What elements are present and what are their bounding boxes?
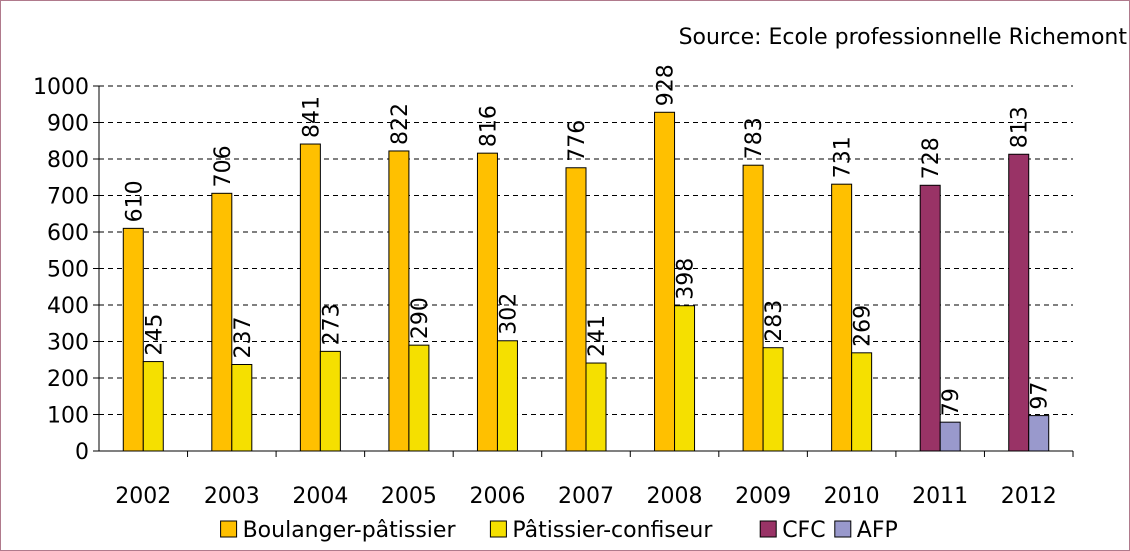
x-tick-label: 2002 bbox=[115, 484, 171, 509]
x-tick-label: 2004 bbox=[292, 484, 348, 509]
bar bbox=[142, 361, 164, 452]
data-label: 610 bbox=[122, 180, 147, 222]
legend-swatch bbox=[834, 520, 852, 538]
x-tick-label: 2010 bbox=[824, 484, 880, 509]
legend-label: Pâtissier-confiseur bbox=[512, 518, 713, 543]
x-tick-label: 2005 bbox=[381, 484, 437, 509]
y-tick-label: 600 bbox=[47, 221, 89, 246]
legend-label: AFP bbox=[857, 518, 898, 543]
bar bbox=[231, 363, 253, 452]
data-label: 79 bbox=[939, 388, 964, 416]
x-tick-label: 2009 bbox=[735, 484, 791, 509]
data-label: 245 bbox=[142, 314, 167, 356]
bar bbox=[496, 340, 518, 452]
source-note: Source: Ecole professionnelle Richemont bbox=[678, 25, 1127, 50]
data-label: 776 bbox=[565, 120, 590, 162]
bar bbox=[762, 347, 784, 452]
bar bbox=[654, 111, 676, 452]
x-tick-label: 2012 bbox=[1001, 484, 1057, 509]
x-tick-label: 2003 bbox=[204, 484, 260, 509]
legend-label: Boulanger-pâtissier bbox=[243, 518, 457, 543]
y-tick-label: 1000 bbox=[33, 75, 89, 100]
y-tick-label: 500 bbox=[47, 258, 89, 283]
data-label: 816 bbox=[476, 105, 501, 147]
data-label: 302 bbox=[496, 293, 521, 335]
y-tick-label: 300 bbox=[47, 331, 89, 356]
y-tick-label: 100 bbox=[47, 404, 89, 429]
data-label: 283 bbox=[762, 300, 787, 342]
legend-swatch bbox=[489, 520, 507, 538]
bar bbox=[1028, 415, 1050, 452]
bar bbox=[851, 352, 873, 452]
data-label: 398 bbox=[674, 258, 699, 300]
data-label: 237 bbox=[231, 316, 256, 358]
data-label: 783 bbox=[742, 117, 767, 159]
bar bbox=[122, 227, 144, 452]
data-label: 822 bbox=[388, 103, 413, 145]
y-tick-label: 200 bbox=[47, 367, 89, 392]
data-label: 273 bbox=[319, 303, 344, 345]
bar bbox=[831, 183, 853, 452]
data-label: 928 bbox=[654, 64, 679, 106]
bar bbox=[476, 152, 498, 452]
bar bbox=[585, 362, 607, 452]
bar bbox=[674, 305, 696, 452]
bar bbox=[408, 344, 430, 452]
data-label: 269 bbox=[851, 305, 876, 347]
x-tick-label: 2007 bbox=[558, 484, 614, 509]
data-label: 841 bbox=[299, 96, 324, 138]
data-label: 731 bbox=[831, 136, 856, 178]
data-label: 97 bbox=[1028, 382, 1053, 410]
legend-swatch bbox=[759, 520, 777, 538]
data-label: 706 bbox=[211, 145, 236, 187]
bar bbox=[1008, 153, 1030, 452]
legend-swatch bbox=[220, 520, 238, 538]
bar bbox=[319, 350, 341, 452]
bar bbox=[565, 167, 587, 452]
data-label: 241 bbox=[585, 315, 610, 357]
bar bbox=[939, 421, 961, 452]
y-tick-label: 700 bbox=[47, 185, 89, 210]
data-label: 813 bbox=[1008, 106, 1033, 148]
x-tick-label: 2008 bbox=[647, 484, 703, 509]
bar bbox=[211, 192, 233, 452]
y-tick-label: 400 bbox=[47, 294, 89, 319]
y-tick-label: 800 bbox=[47, 148, 89, 173]
bar bbox=[919, 184, 941, 452]
data-label: 728 bbox=[919, 137, 944, 179]
y-tick-label: 900 bbox=[47, 112, 89, 137]
data-label: 290 bbox=[408, 297, 433, 339]
legend-label: CFC bbox=[782, 518, 825, 543]
bar bbox=[742, 164, 764, 452]
x-tick-label: 2006 bbox=[469, 484, 525, 509]
bar bbox=[299, 143, 321, 452]
bar bbox=[388, 150, 410, 452]
x-tick-label: 2011 bbox=[912, 484, 968, 509]
y-tick-label: 0 bbox=[75, 440, 89, 465]
